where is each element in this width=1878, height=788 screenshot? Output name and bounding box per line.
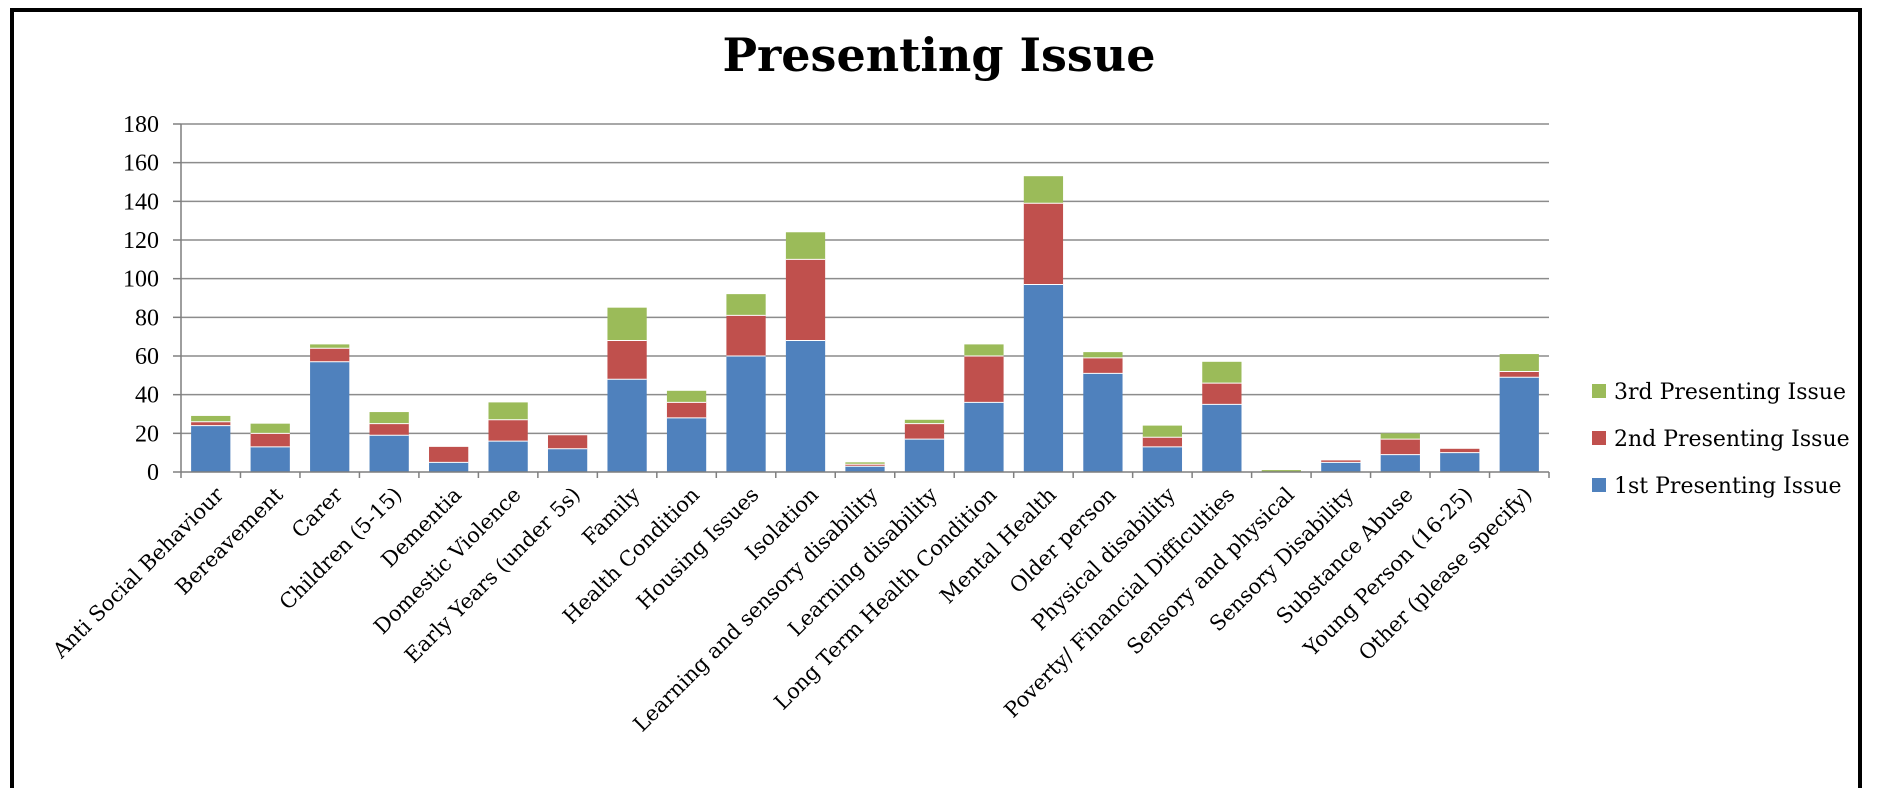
x-tick-label: Bereavement [171, 482, 288, 599]
bar-segment-3 [310, 344, 350, 349]
legend-swatch [1592, 478, 1606, 492]
bar-segment-3 [904, 419, 945, 424]
bar-segment-3 [785, 232, 826, 260]
legend-label: 2nd Presenting Issue [1614, 427, 1850, 452]
legend: 3rd Presenting Issue 2nd Presenting Issue… [1592, 380, 1850, 499]
bar-segment-2 [310, 348, 350, 362]
bar-segment-1 [607, 379, 647, 472]
bar-segment-3 [726, 294, 766, 316]
bar-segment-3 [1083, 352, 1123, 358]
bar-segment-1 [1321, 462, 1361, 472]
bar-segment-3 [488, 402, 528, 420]
bar-segment-1 [250, 446, 290, 472]
bar-segment-1 [904, 439, 945, 472]
bar-segment-1 [1142, 446, 1183, 472]
y-tick-label: 180 [123, 112, 159, 138]
bar-segment-2 [488, 419, 528, 442]
bar-segment-2 [726, 315, 766, 356]
bar-segment-1 [1083, 373, 1123, 472]
bar-segment-3 [845, 462, 885, 465]
bar-segment-2 [964, 356, 1004, 403]
bar-segment-2 [607, 340, 647, 380]
bar-segment-2 [1023, 203, 1064, 285]
legend-label: 1st Presenting Issue [1614, 474, 1842, 499]
bar-segment-1 [1440, 452, 1480, 472]
bar-segment-2 [1202, 383, 1242, 405]
bar-segment-2 [1440, 448, 1480, 453]
chart-title: Presenting Issue [722, 28, 1156, 82]
bar-segment-1 [1380, 454, 1420, 472]
gridlines [181, 123, 1549, 435]
y-tick-label: 20 [135, 421, 159, 447]
bar-segment-2 [666, 402, 707, 418]
bar-segment-3 [1023, 176, 1064, 204]
y-tick-label: 140 [123, 189, 159, 215]
bar-segment-2 [369, 423, 409, 436]
bar-segment-2 [547, 435, 588, 449]
y-tick-label: 160 [123, 151, 159, 177]
bar-segment-2 [1321, 460, 1361, 463]
bars [191, 176, 1539, 472]
y-tick-label: 120 [123, 228, 159, 254]
y-tick-label: 80 [135, 305, 159, 331]
bar-segment-2 [250, 433, 290, 447]
bar-segment-1 [1499, 377, 1539, 472]
x-tick-label: Older person [1005, 483, 1121, 599]
bar-segment-1 [1023, 284, 1064, 472]
bar-segment-2 [191, 421, 231, 426]
bar-segment-1 [845, 466, 885, 472]
bar-segment-2 [1142, 437, 1183, 447]
bar-segment-1 [1202, 404, 1242, 472]
bar-segment-3 [1380, 433, 1420, 440]
bar-segment-3 [1202, 361, 1242, 384]
bar-segment-1 [666, 417, 707, 472]
bar-segment-3 [1261, 470, 1301, 472]
axes: 0 20 40 60 80 100 120 140 160 180 [123, 112, 1550, 486]
bar-segment-2 [429, 446, 469, 463]
bar-segment-2 [845, 464, 885, 467]
bar-segment-1 [964, 402, 1004, 472]
bar-segment-3 [369, 412, 409, 424]
y-tick-label: 100 [123, 267, 159, 293]
bar-segment-2 [785, 259, 826, 341]
bar-segment-1 [191, 425, 231, 472]
bar-segment-1 [488, 441, 528, 472]
y-tick-label: 0 [147, 460, 159, 486]
legend-label: 3rd Presenting Issue [1614, 380, 1846, 405]
bar-segment-1 [726, 356, 766, 472]
bar-segment-2 [904, 423, 945, 440]
bar-segment-3 [250, 423, 290, 434]
bar-segment-3 [1142, 425, 1183, 438]
bar-segment-1 [785, 340, 826, 472]
bar-segment-3 [1499, 354, 1539, 372]
bar-segment-3 [666, 390, 707, 403]
bar-segment-1 [547, 448, 588, 472]
bar-segment-2 [1499, 371, 1539, 378]
bar-segment-1 [310, 361, 350, 472]
bar-segment-1 [369, 435, 409, 472]
bar-segment-3 [191, 415, 231, 422]
y-tick-label: 40 [135, 383, 159, 409]
bar-segment-1 [429, 462, 469, 472]
legend-swatch [1592, 384, 1606, 398]
bar-segment-2 [1380, 439, 1420, 455]
bar-segment-2 [1083, 357, 1123, 374]
y-tick-label: 60 [135, 344, 159, 370]
bar-segment-3 [607, 307, 647, 341]
bar-segment-3 [964, 344, 1004, 356]
legend-swatch [1592, 431, 1606, 445]
